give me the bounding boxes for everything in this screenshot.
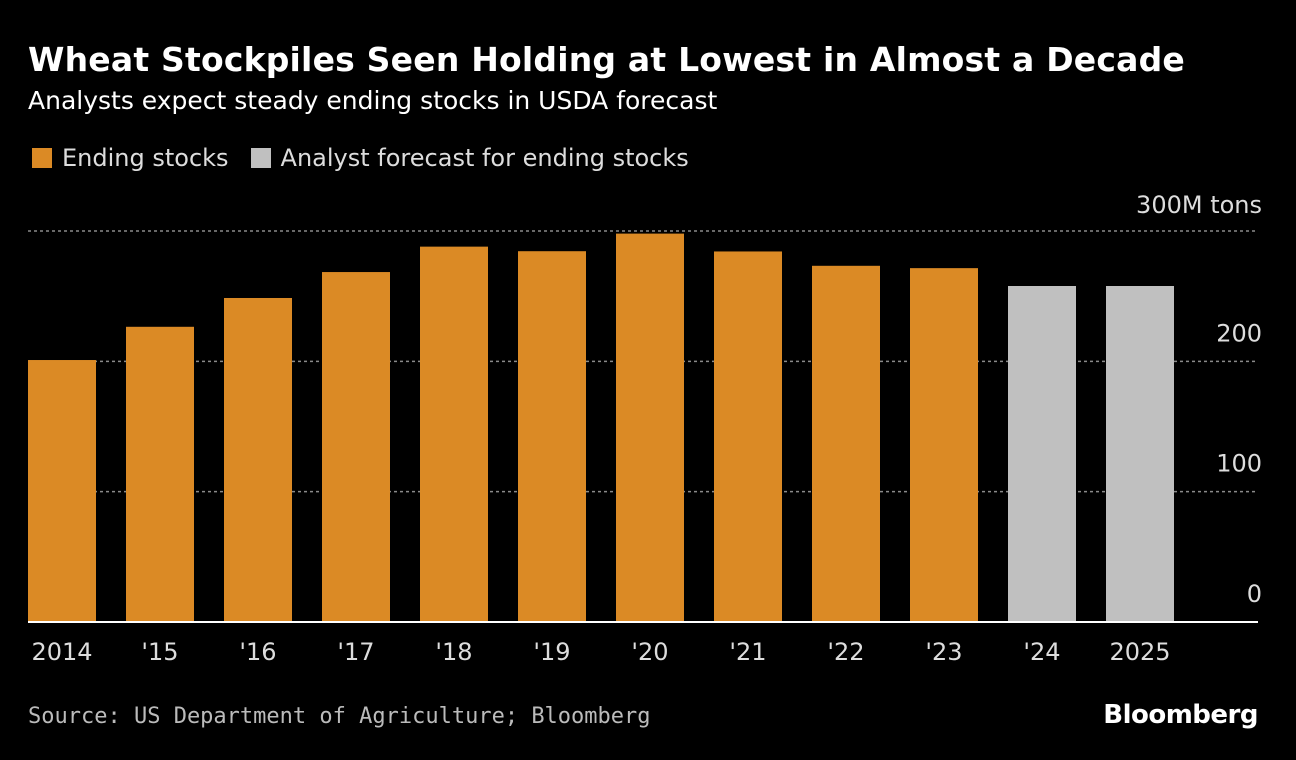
x-tick-label: '18 [435,638,472,666]
x-tick-label: '23 [925,638,962,666]
bar [420,246,488,622]
x-tick-label: '20 [631,638,668,666]
bar [224,297,292,622]
bar [518,251,586,622]
bar [1106,286,1174,622]
source-note: Source: US Department of Agriculture; Bl… [28,704,651,729]
y-tick-label: 100 [1216,450,1262,478]
x-tick-label: '16 [239,638,276,666]
x-tick-label: '22 [827,638,864,666]
bar [910,268,978,622]
bar [812,265,880,622]
legend-item-forecast: Analyst forecast for ending stocks [250,144,689,172]
x-tick-label: '24 [1023,638,1060,666]
bar [322,272,390,622]
x-tick-label: 2014 [31,638,92,666]
legend-swatch-gray [250,148,271,168]
y-tick-label: 300M tons [1136,191,1262,219]
y-tick-label: 0 [1247,580,1262,608]
bar [616,233,684,622]
y-tick-label: 200 [1216,319,1262,347]
x-tick-label: '17 [337,638,374,666]
x-tick-label: '21 [729,638,766,666]
x-tick-label: '19 [533,638,570,666]
legend-swatch-orange [32,148,52,168]
legend-label: Analyst forecast for ending stocks [280,144,689,172]
bar [126,326,194,622]
x-tick-label: 2025 [1109,638,1170,666]
legend: Ending stocks Analyst forecast for endin… [32,144,711,172]
bar [714,251,782,622]
legend-label: Ending stocks [62,144,229,172]
bloomberg-logo: Bloomberg [1103,700,1258,730]
chart-subtitle: Analysts expect steady ending stocks in … [28,86,718,115]
bar [28,360,96,622]
bar [1008,286,1076,622]
legend-item-ending-stocks: Ending stocks [32,144,229,172]
chart-title: Wheat Stockpiles Seen Holding at Lowest … [28,40,1186,79]
x-tick-label: '15 [141,638,178,666]
